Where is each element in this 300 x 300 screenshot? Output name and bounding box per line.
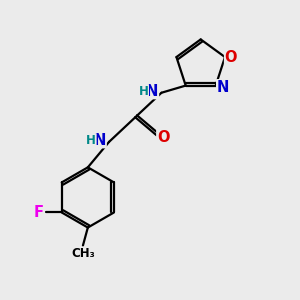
- Text: O: O: [157, 130, 169, 146]
- Text: O: O: [225, 50, 237, 64]
- Text: H: H: [139, 85, 148, 98]
- Text: H: H: [86, 134, 96, 147]
- Text: N: N: [94, 133, 106, 148]
- Text: CH₃: CH₃: [71, 247, 95, 260]
- Text: N: N: [217, 80, 229, 95]
- Text: N: N: [146, 84, 158, 99]
- Text: F: F: [34, 205, 44, 220]
